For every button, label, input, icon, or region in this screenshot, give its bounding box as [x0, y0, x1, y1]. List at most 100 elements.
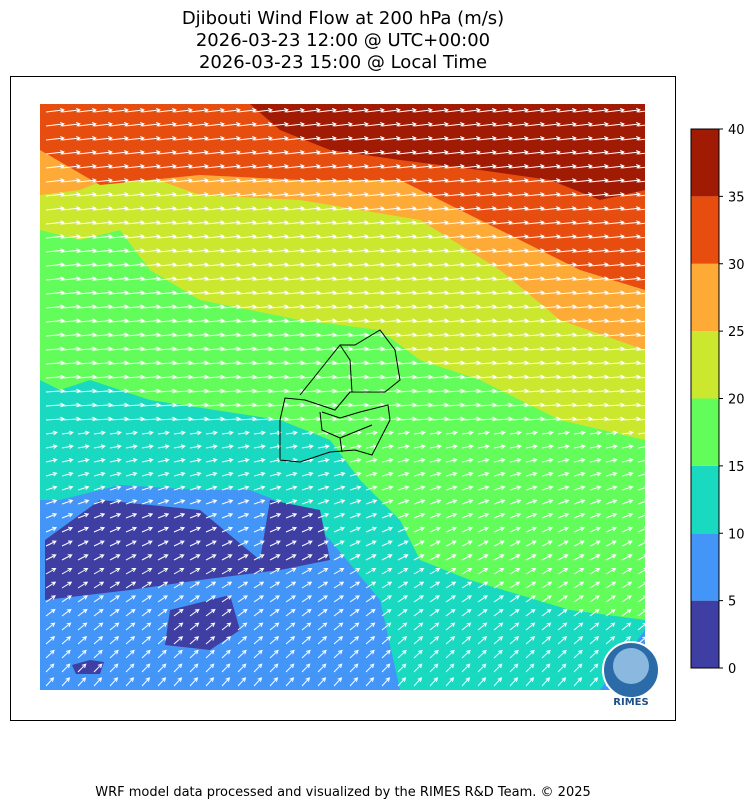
- wind-arrow: [93, 513, 106, 519]
- wind-arrow: [381, 234, 401, 239]
- wind-arrow: [333, 677, 343, 687]
- wind-arrow: [397, 663, 407, 673]
- wind-arrow: [381, 150, 401, 155]
- wind-arrow: [493, 499, 506, 505]
- wind-arrow: [429, 360, 449, 366]
- wind-arrow: [445, 374, 465, 380]
- wind-arrow: [61, 360, 81, 366]
- wind-arrow: [125, 135, 145, 141]
- wind-arrow: [141, 332, 161, 338]
- wind-arrow: [461, 304, 481, 310]
- wind-arrow: [173, 248, 193, 253]
- wind-arrow: [493, 276, 513, 282]
- wind-arrow: [477, 471, 490, 477]
- wind-arrow: [525, 567, 537, 575]
- wind-arrow: [157, 248, 177, 253]
- wind-arrow: [541, 248, 561, 253]
- wind-arrow: [461, 121, 481, 127]
- wind-arrow: [477, 608, 488, 617]
- wind-arrow: [157, 360, 177, 366]
- wind-arrow: [285, 107, 305, 113]
- wind-arrow: [205, 677, 215, 687]
- wind-arrow: [509, 416, 530, 422]
- wind-arrow: [141, 581, 153, 589]
- wind-arrow: [61, 526, 74, 533]
- wind-arrow: [413, 150, 433, 155]
- wind-arrow: [221, 192, 241, 197]
- wind-arrow: [285, 416, 306, 422]
- wind-arrow: [541, 150, 561, 155]
- wind-arrow: [205, 458, 218, 463]
- wind-arrow: [525, 388, 545, 394]
- wind-arrow: [461, 360, 481, 366]
- wind-arrow: [461, 150, 481, 155]
- wind-arrow: [269, 107, 289, 113]
- wind-arrow: [461, 581, 473, 589]
- wind-arrow: [605, 290, 625, 296]
- wind-arrow: [77, 150, 97, 155]
- wind-arrow: [173, 416, 194, 422]
- wind-arrow: [509, 318, 529, 324]
- wind-arrow: [461, 416, 482, 422]
- wind-arrow: [141, 416, 162, 422]
- wind-arrow: [445, 135, 465, 141]
- wind-arrow: [269, 554, 281, 561]
- wind-arrow: [445, 248, 465, 253]
- wind-arrow: [93, 416, 114, 422]
- wind-arrow: [269, 444, 282, 449]
- wind-arrow: [621, 164, 641, 169]
- wind-arrow: [461, 608, 472, 617]
- wind-arrow: [477, 526, 490, 533]
- wind-arrow: [413, 402, 433, 408]
- wind-arrow: [509, 121, 529, 127]
- wind-arrow: [493, 248, 513, 253]
- wind-arrow: [61, 540, 73, 547]
- wind-arrow: [637, 264, 645, 267]
- wind-arrow: [253, 526, 266, 533]
- wind-arrow: [269, 402, 289, 408]
- wind-arrow: [285, 649, 295, 659]
- wind-arrow: [541, 402, 561, 408]
- wind-arrow: [637, 222, 645, 225]
- wind-arrow: [221, 234, 241, 239]
- wind-arrow: [349, 636, 360, 645]
- wind-arrow: [253, 554, 265, 561]
- wind-arrow: [237, 526, 250, 533]
- wind-arrow: [381, 248, 401, 253]
- wind-arrow: [381, 499, 394, 505]
- wind-arrow: [445, 554, 457, 561]
- wind-arrow: [237, 540, 249, 547]
- wind-arrow: [77, 135, 97, 141]
- wind-arrow: [557, 663, 567, 673]
- wind-arrow: [205, 649, 215, 659]
- wind-arrow: [269, 526, 282, 533]
- wind-arrow: [221, 430, 234, 436]
- wind-arrow: [317, 374, 337, 380]
- wind-arrow: [413, 276, 433, 282]
- wind-arrow: [237, 346, 257, 352]
- wind-arrow: [317, 499, 330, 505]
- wind-arrow: [477, 458, 490, 463]
- wind-arrow: [317, 164, 337, 169]
- wind-arrow: [525, 121, 545, 127]
- wind-arrow: [349, 304, 369, 310]
- wind-arrow: [125, 262, 145, 267]
- wind-arrow: [109, 206, 129, 211]
- wind-arrow: [253, 290, 273, 296]
- wind-arrow: [61, 206, 81, 211]
- wind-arrow: [157, 663, 167, 673]
- wind-arrow: [157, 388, 177, 394]
- wind-arrow: [397, 346, 417, 352]
- wind-arrow: [541, 192, 561, 197]
- wind-arrow: [253, 430, 266, 436]
- wind-arrow: [429, 649, 439, 659]
- wind-arrow: [365, 248, 385, 253]
- wind-arrow: [157, 178, 177, 183]
- wind-arrow: [477, 636, 488, 645]
- wind-arrow: [157, 649, 167, 659]
- wind-arrow: [477, 220, 497, 225]
- wind-arrow: [109, 567, 121, 575]
- wind-arrow: [525, 608, 536, 617]
- wind-arrow: [45, 554, 57, 561]
- wind-arrow: [285, 608, 296, 617]
